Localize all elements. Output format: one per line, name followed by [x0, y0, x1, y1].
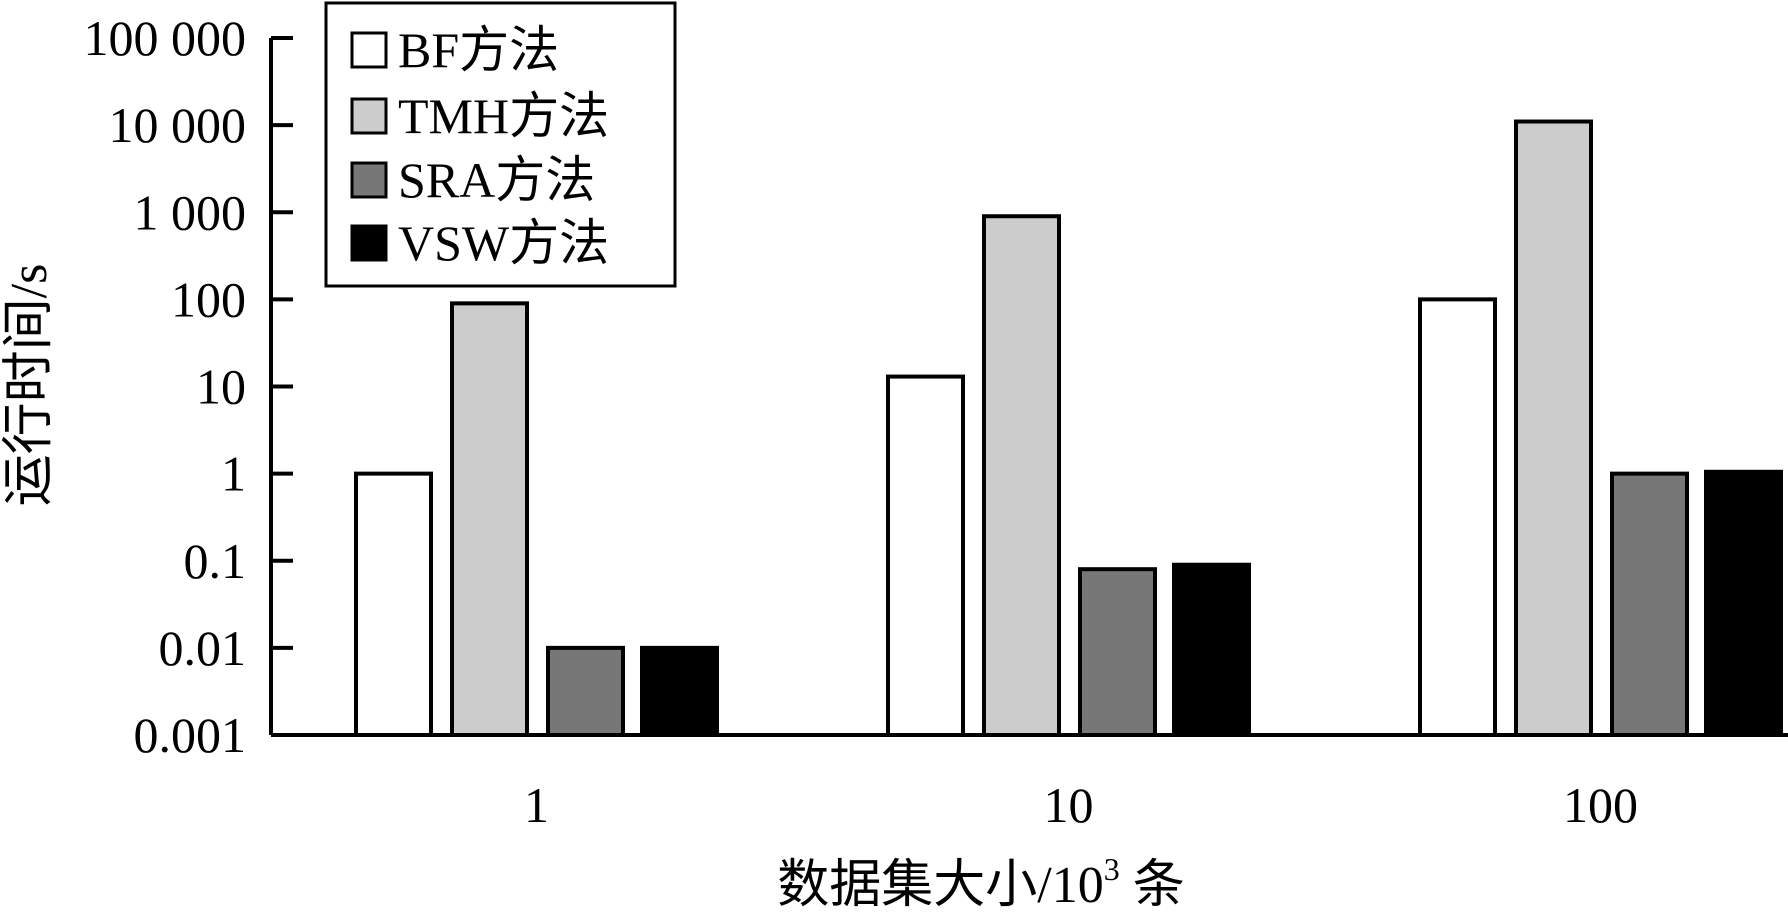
- y-tick-label: 1 000: [134, 184, 247, 240]
- bar-4-1: [640, 645, 719, 737]
- y-tick-label: 0.1: [184, 533, 247, 589]
- bar-2-3: [1514, 119, 1593, 737]
- y-tick-label: 100: [171, 271, 246, 327]
- bar-4-3: [1704, 469, 1783, 737]
- legend-label-1: BF方法: [398, 22, 559, 78]
- y-tick-label: 100 000: [84, 10, 247, 66]
- legend-label-3: SRA方法: [398, 152, 595, 208]
- y-axis-title: 运行时间/s: [1, 264, 58, 507]
- legend-swatch-4: [350, 224, 388, 262]
- y-tick-label: 0.01: [159, 620, 247, 676]
- bar-3-3: [1610, 471, 1689, 737]
- legend-label-4: VSW方法: [398, 215, 609, 271]
- legend-swatch-1: [350, 31, 388, 69]
- legend-swatch-2: [350, 97, 388, 135]
- y-tick-label: 10: [196, 359, 246, 415]
- x-axis-title-main: 数据集大小/10: [777, 857, 1103, 914]
- bar-3-2: [1078, 567, 1157, 738]
- bar-2-1: [450, 301, 529, 737]
- y-tick-label: 0.001: [134, 707, 247, 763]
- bar-1-2: [886, 374, 965, 737]
- bar-1-1: [354, 471, 433, 737]
- bar-4-2: [1172, 562, 1251, 738]
- x-tick-label: 10: [1044, 777, 1094, 833]
- x-axis-title-superscript: 3: [1104, 851, 1120, 887]
- legend-swatch-3: [350, 161, 388, 199]
- bars: [354, 119, 1783, 738]
- x-tick-label: 100: [1563, 777, 1638, 833]
- x-tick-label: 1: [524, 777, 549, 833]
- y-tick-label: 1: [221, 446, 246, 502]
- bar-1-3: [1418, 297, 1497, 737]
- x-axis-tick-labels: 1 10 100: [524, 777, 1638, 833]
- bar-3-1: [546, 645, 625, 737]
- y-axis-ticks: 0.001 0.01 0.1 1 10 100 1 000 10 000 100 000: [84, 10, 293, 763]
- x-axis-title: 数据集大小/103 条: [777, 851, 1184, 914]
- legend-label-2: TMH方法: [398, 88, 609, 144]
- bar-2-2: [982, 214, 1061, 737]
- x-axis-title-unit: 条: [1120, 857, 1185, 914]
- legend: BF方法 TMH方法 SRA方法 VSW方法: [324, 1, 677, 288]
- y-tick-label: 10 000: [109, 97, 247, 153]
